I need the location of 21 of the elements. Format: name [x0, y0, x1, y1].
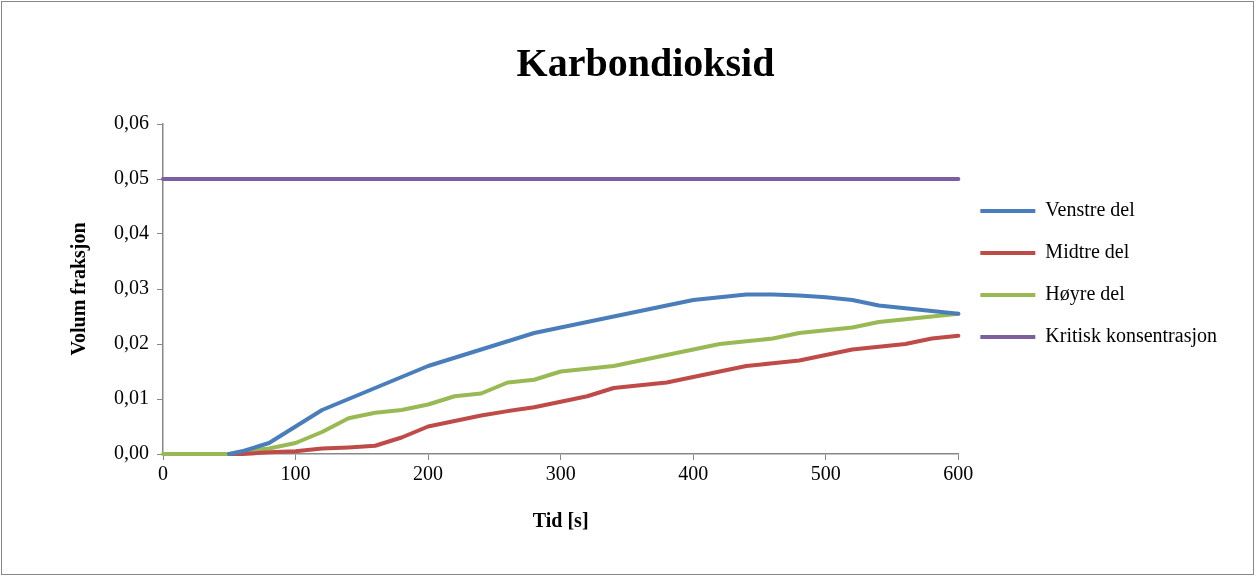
y-tick-label: 0,00	[114, 441, 149, 464]
chart-title: Karbondioksid	[516, 40, 775, 86]
y-tick-label: 0,03	[114, 276, 149, 299]
y-tick-label: 0,02	[114, 331, 149, 354]
x-axis-title: Tid [s]	[532, 509, 589, 532]
x-tick-label: 600	[943, 462, 974, 485]
x-tick-label: 100	[280, 462, 311, 485]
legend-label: Høyre del	[1045, 282, 1126, 306]
y-tick-label: 0,06	[114, 111, 149, 134]
legend-label: Kritisk konsentrasjon	[1045, 324, 1218, 348]
y-tick-label: 0,05	[114, 166, 149, 189]
x-tick-label: 0	[158, 462, 168, 485]
legend-label: Midtre del	[1045, 240, 1130, 263]
y-tick-label: 0,04	[114, 221, 149, 244]
legend-label: Venstre del	[1045, 198, 1136, 221]
x-tick-label: 300	[545, 462, 576, 485]
x-tick-label: 500	[810, 462, 841, 485]
y-tick-label: 0,01	[114, 386, 149, 409]
x-tick-label: 200	[413, 462, 444, 485]
y-axis-title: Volum fraksjon	[67, 222, 91, 356]
x-tick-label: 400	[678, 462, 709, 485]
